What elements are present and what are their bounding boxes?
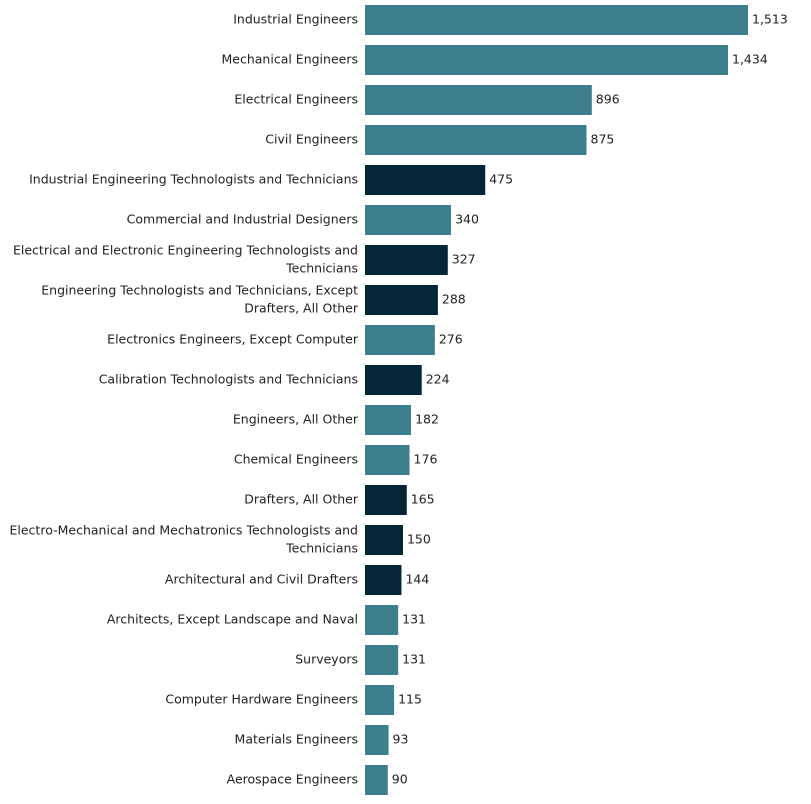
category-label: Commercial and Industrial Designers: [127, 212, 358, 227]
category-label: Surveyors: [295, 652, 358, 667]
category-label: Industrial Engineers: [233, 12, 358, 27]
value-label: 131: [402, 612, 426, 627]
value-label: 144: [405, 572, 429, 587]
category-label: Architectural and Civil Drafters: [165, 572, 358, 587]
bar-industrial-engineers: [365, 5, 748, 35]
value-label: 288: [442, 292, 466, 307]
category-label: Engineers, All Other: [233, 412, 359, 427]
bar-materials-engineers: [365, 725, 389, 755]
value-label: 224: [426, 372, 450, 387]
value-label: 475: [489, 172, 513, 187]
bar-civil-engineers: [365, 125, 587, 155]
value-label: 340: [455, 212, 479, 227]
value-label: 875: [591, 132, 615, 147]
value-label: 327: [452, 252, 476, 267]
bar-engineering-technologists-and-technicians-except-drafters-all-other: [365, 285, 438, 315]
value-label: 1,434: [732, 52, 768, 67]
category-label: Engineering Technologists and Technician…: [41, 283, 359, 316]
bar-engineers-all-other: [365, 405, 412, 435]
value-label: 1,513: [752, 12, 788, 27]
bar-electrical-and-electronic-engineering-technologists-and-technicians: [365, 245, 448, 275]
category-label: Chemical Engineers: [234, 452, 358, 467]
bar-electronics-engineers-except-computer: [365, 325, 435, 355]
value-label: 276: [439, 332, 463, 347]
category-label: Drafters, All Other: [244, 492, 359, 507]
category-label: Computer Hardware Engineers: [165, 692, 358, 707]
bar-commercial-and-industrial-designers: [365, 205, 452, 235]
bar-surveyors: [365, 645, 399, 675]
bar-mechanical-engineers: [365, 45, 728, 75]
value-label: 176: [414, 452, 438, 467]
category-label: Aerospace Engineers: [227, 772, 358, 787]
bar-electrical-engineers: [365, 85, 592, 115]
value-label: 93: [393, 732, 409, 747]
bar-aerospace-engineers: [365, 765, 388, 795]
category-label: Electrical and Electronic Engineering Te…: [13, 243, 358, 276]
bar-calibration-technologists-and-technicians: [365, 365, 422, 395]
bar-chemical-engineers: [365, 445, 410, 475]
category-label: Calibration Technologists and Technician…: [99, 372, 358, 387]
category-label: Industrial Engineering Technologists and…: [29, 172, 358, 187]
bar-drafters-all-other: [365, 485, 407, 515]
bar-industrial-engineering-technologists-and-technicians: [365, 165, 486, 195]
category-label: Mechanical Engineers: [222, 52, 359, 67]
value-label: 182: [415, 412, 439, 427]
category-label: Electrical Engineers: [234, 92, 358, 107]
value-label: 150: [407, 532, 431, 547]
bar-electro-mechanical-and-mechatronics-technologists-and-technicians: [365, 525, 403, 555]
bar-architectural-and-civil-drafters: [365, 565, 402, 595]
value-label: 131: [402, 652, 426, 667]
category-label: Civil Engineers: [265, 132, 358, 147]
value-label: 90: [392, 772, 408, 787]
category-label: Architects, Except Landscape and Naval: [107, 612, 358, 627]
value-label: 896: [596, 92, 620, 107]
value-label: 165: [411, 492, 435, 507]
bar-computer-hardware-engineers: [365, 685, 395, 715]
category-label: Electronics Engineers, Except Computer: [107, 332, 359, 347]
value-label: 115: [398, 692, 422, 707]
bar-architects-except-landscape-and-naval: [365, 605, 399, 635]
category-label: Electro-Mechanical and Mechatronics Tech…: [10, 523, 359, 556]
category-label: Materials Engineers: [235, 732, 358, 747]
